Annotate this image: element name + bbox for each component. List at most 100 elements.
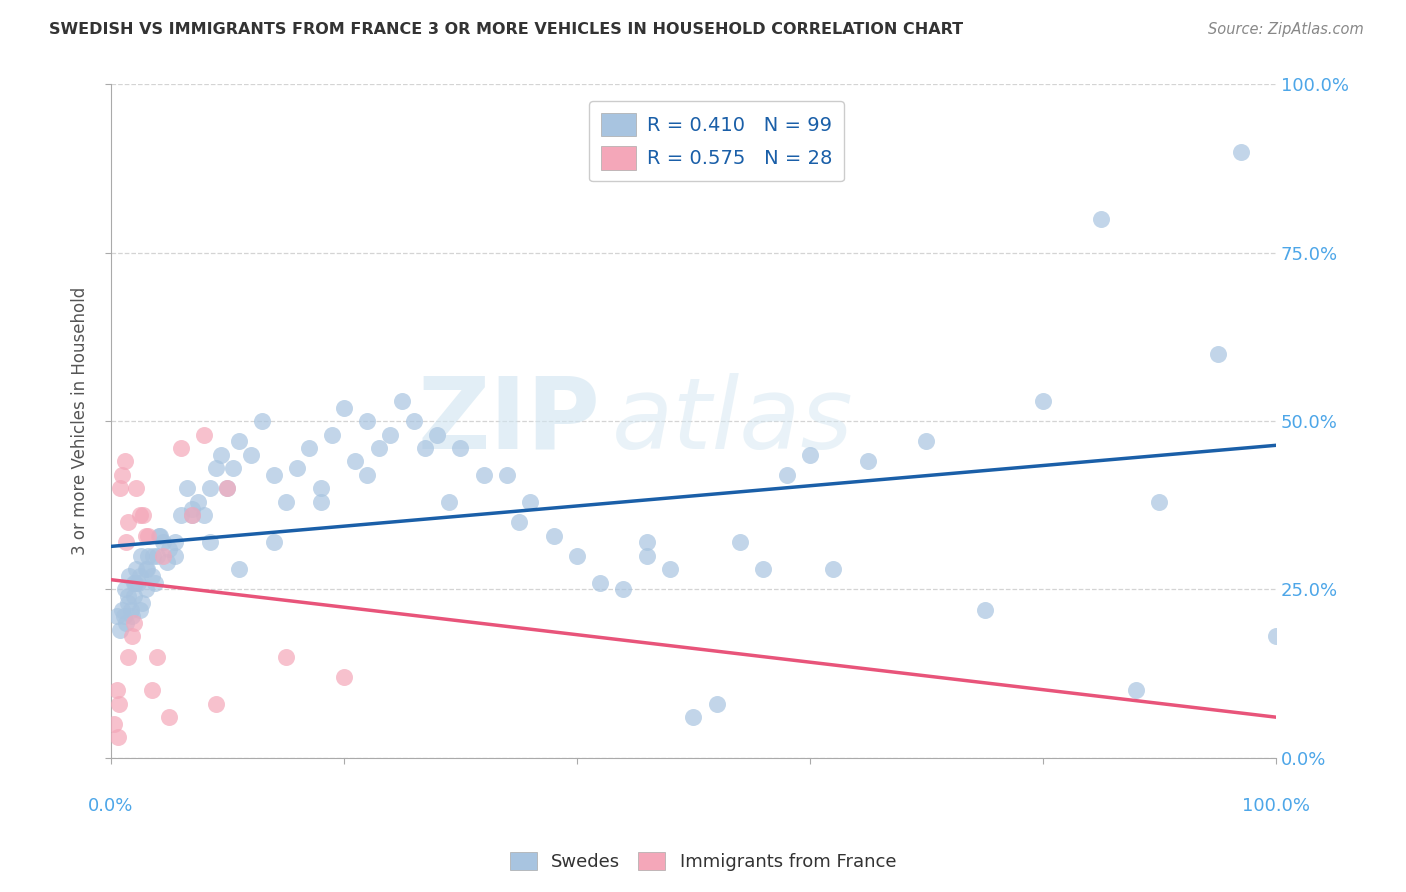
- Point: [117, 596, 139, 610]
- Point: [239, 448, 262, 462]
- Point: [125, 482, 148, 496]
- Point: [309, 495, 332, 509]
- Text: atlas: atlas: [612, 373, 853, 469]
- Point: [136, 549, 159, 563]
- Point: [146, 549, 169, 563]
- Point: [122, 589, 145, 603]
- Point: [437, 495, 460, 509]
- Point: [141, 683, 163, 698]
- Point: [367, 441, 389, 455]
- Point: [344, 454, 367, 468]
- Point: [402, 414, 425, 428]
- Point: [298, 441, 321, 455]
- Point: [274, 495, 297, 509]
- Point: [1230, 145, 1253, 159]
- Point: [108, 697, 131, 711]
- Point: [152, 535, 174, 549]
- Point: [228, 562, 250, 576]
- Point: [127, 575, 149, 590]
- Point: [706, 697, 728, 711]
- Point: [263, 535, 285, 549]
- Point: [163, 549, 186, 563]
- Point: [146, 649, 169, 664]
- Point: [149, 528, 172, 542]
- Point: [120, 602, 142, 616]
- Point: [449, 441, 471, 455]
- Point: [129, 569, 152, 583]
- Point: [752, 562, 775, 576]
- Point: [426, 427, 449, 442]
- Point: [157, 541, 180, 556]
- Point: [157, 710, 180, 724]
- Point: [148, 528, 170, 542]
- Point: [105, 609, 128, 624]
- Point: [333, 670, 356, 684]
- Point: [973, 602, 995, 616]
- Point: [129, 602, 152, 616]
- Point: [222, 461, 245, 475]
- Point: [129, 549, 152, 563]
- Point: [217, 482, 239, 496]
- Point: [1149, 495, 1171, 509]
- Point: [519, 495, 541, 509]
- Point: [472, 467, 495, 482]
- Point: [211, 448, 233, 462]
- Point: [391, 393, 413, 408]
- Y-axis label: 3 or more Vehicles in Household: 3 or more Vehicles in Household: [72, 287, 89, 555]
- Point: [204, 461, 226, 475]
- Point: [124, 575, 146, 590]
- Point: [108, 623, 131, 637]
- Point: [115, 535, 138, 549]
- Point: [252, 414, 274, 428]
- Point: [135, 582, 157, 597]
- Text: SWEDISH VS IMMIGRANTS FROM FRANCE 3 OR MORE VEHICLES IN HOUSEHOLD CORRELATION CH: SWEDISH VS IMMIGRANTS FROM FRANCE 3 OR M…: [49, 22, 963, 37]
- Point: [181, 508, 204, 523]
- Text: Source: ZipAtlas.com: Source: ZipAtlas.com: [1208, 22, 1364, 37]
- Point: [508, 515, 530, 529]
- Point: [565, 549, 588, 563]
- Point: [122, 615, 145, 630]
- Point: [114, 582, 136, 597]
- Point: [1090, 212, 1112, 227]
- Point: [309, 482, 332, 496]
- Point: [111, 602, 134, 616]
- Point: [321, 427, 343, 442]
- Point: [217, 482, 239, 496]
- Point: [156, 556, 179, 570]
- Point: [823, 562, 845, 576]
- Point: [193, 427, 215, 442]
- Point: [274, 649, 297, 664]
- Point: [659, 562, 682, 576]
- Point: [143, 575, 166, 590]
- Point: [117, 649, 139, 664]
- Point: [108, 482, 131, 496]
- Point: [1032, 393, 1054, 408]
- Point: [135, 562, 157, 576]
- Point: [636, 535, 658, 549]
- Point: [589, 575, 612, 590]
- Point: [915, 434, 938, 449]
- Point: [125, 562, 148, 576]
- Point: [612, 582, 634, 597]
- Point: [333, 401, 356, 415]
- Text: 100.0%: 100.0%: [1241, 797, 1310, 814]
- Text: ZIP: ZIP: [418, 373, 600, 469]
- Point: [117, 589, 139, 603]
- Point: [181, 501, 204, 516]
- Point: [118, 569, 141, 583]
- Point: [1206, 347, 1229, 361]
- Point: [181, 508, 204, 523]
- Point: [415, 441, 437, 455]
- Point: [131, 596, 153, 610]
- Point: [263, 467, 285, 482]
- Point: [198, 535, 221, 549]
- Point: [170, 508, 193, 523]
- Point: [285, 461, 308, 475]
- Point: [356, 467, 378, 482]
- Point: [114, 454, 136, 468]
- Point: [187, 495, 209, 509]
- Legend: R = 0.410   N = 99, R = 0.575   N = 28: R = 0.410 N = 99, R = 0.575 N = 28: [589, 101, 845, 181]
- Point: [135, 562, 157, 576]
- Point: [117, 515, 139, 529]
- Point: [121, 609, 143, 624]
